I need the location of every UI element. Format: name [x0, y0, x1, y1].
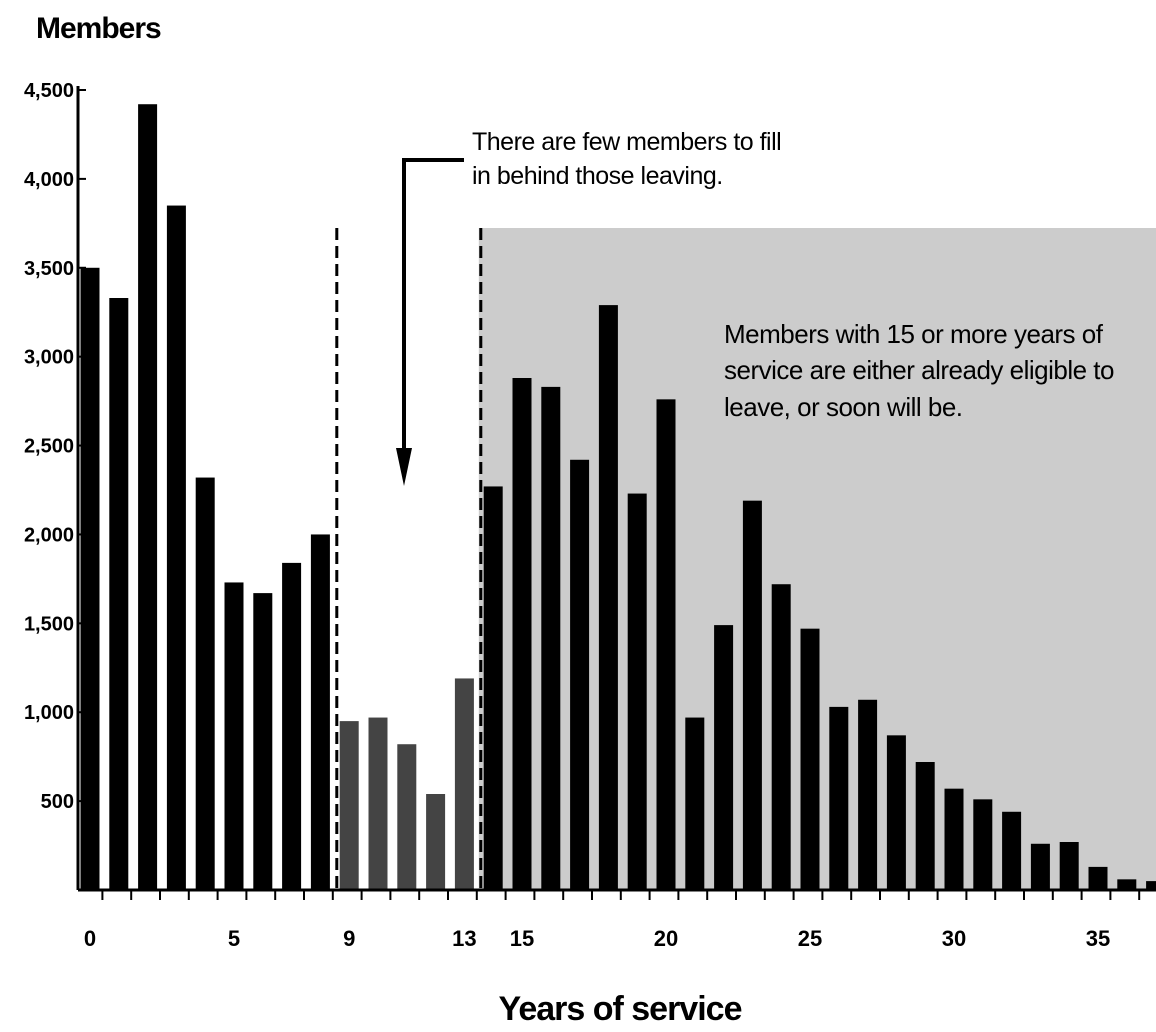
- bar-year-5: [224, 582, 244, 890]
- bar-year-16: [541, 386, 561, 890]
- y-tick-label-3000: 3,000: [24, 347, 74, 369]
- x-tick-label-5: 5: [228, 926, 240, 951]
- arrow-line: [402, 158, 464, 460]
- bar-year-7: [282, 562, 302, 890]
- y-tick-label-4500: 4,500: [24, 80, 74, 102]
- bar-year-32: [1002, 811, 1022, 890]
- bar-year-30: [944, 788, 964, 890]
- arrow-head: [396, 448, 412, 486]
- bar-year-1: [109, 298, 129, 890]
- bar-year-31: [973, 799, 993, 890]
- bar-year-25: [800, 628, 820, 890]
- annotation-few-members: There are few members to fill in behind …: [472, 128, 782, 190]
- bar-year-36: [1117, 879, 1137, 890]
- bar-year-8: [310, 534, 330, 890]
- bar-year-0: [80, 267, 100, 890]
- annotation-eligible: Members with 15 or more years of service…: [724, 319, 1115, 422]
- x-tick-label-25: 25: [798, 926, 822, 951]
- bar-year-34: [1059, 842, 1079, 890]
- bar-year-14: [483, 486, 503, 890]
- bars-layer: [80, 104, 1156, 891]
- x-tick-label-20: 20: [654, 926, 678, 951]
- x-axis-label: Years of service: [498, 990, 743, 1028]
- y-tick-label-1000: 1,000: [24, 702, 74, 724]
- axes-layer: 500 1,000 1,500 2,000 2,500 3,000 3,500 4,000 4,…: [24, 80, 1156, 951]
- y-tick-label-4000: 4,000: [24, 169, 74, 191]
- bar-year-2: [138, 104, 158, 890]
- y-tick-label-2000: 2,000: [24, 524, 74, 546]
- bar-year-28: [886, 735, 906, 890]
- x-tick-label-0: 0: [84, 926, 96, 951]
- bar-year-33: [1030, 843, 1050, 890]
- bar-year-18: [598, 305, 618, 891]
- bar-year-3: [166, 205, 186, 891]
- bar-year-15: [512, 378, 532, 890]
- bar-year-10: [368, 717, 388, 890]
- bar-year-35: [1088, 866, 1108, 890]
- bar-year-26: [829, 706, 849, 890]
- bar-year-37: [1146, 881, 1156, 890]
- x-tick-label-35: 35: [1086, 926, 1110, 951]
- x-tick-label-9: 9: [343, 926, 355, 951]
- bar-year-23: [742, 500, 762, 890]
- bar-year-27: [858, 699, 878, 890]
- bar-year-12: [426, 794, 446, 890]
- bar-year-17: [570, 459, 590, 890]
- bar-year-29: [915, 762, 935, 890]
- x-tick-label-30: 30: [942, 926, 966, 951]
- y-axis-label: Members: [36, 12, 162, 45]
- bar-year-9: [339, 721, 359, 890]
- y-tick-label-1500: 1,500: [24, 613, 74, 635]
- bar-year-13: [454, 678, 474, 890]
- bar-year-19: [627, 493, 647, 890]
- bar-year-6: [253, 593, 273, 890]
- bar-year-11: [397, 744, 417, 890]
- bar-year-4: [195, 477, 215, 890]
- bar-year-22: [714, 625, 734, 890]
- y-tick-label-500: 500: [41, 791, 74, 813]
- y-tick-label-3500: 3,500: [24, 258, 74, 280]
- guides-layer: [335, 158, 483, 890]
- x-tick-label-13: 13: [452, 926, 476, 951]
- y-tick-label-2500: 2,500: [24, 436, 74, 458]
- bar-year-21: [685, 717, 705, 890]
- x-tick-label-15: 15: [510, 926, 534, 951]
- bar-year-24: [771, 584, 791, 890]
- bar-year-20: [656, 399, 676, 890]
